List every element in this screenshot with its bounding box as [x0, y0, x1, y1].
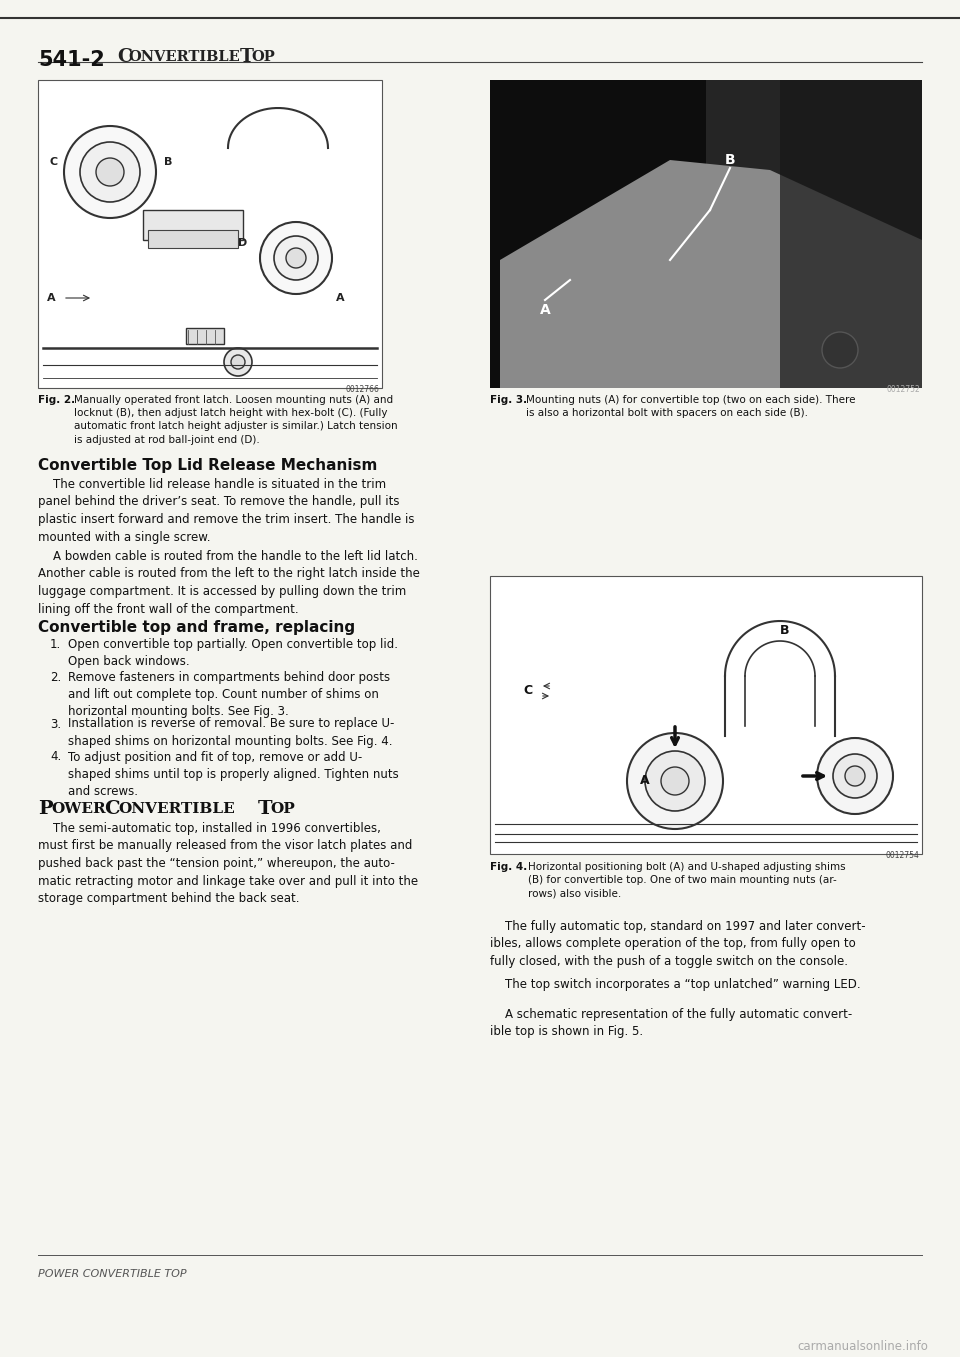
- Text: A bowden cable is routed from the handle to the left lid latch.
Another cable is: A bowden cable is routed from the handle…: [38, 550, 420, 616]
- Text: A: A: [640, 775, 650, 787]
- Text: B: B: [164, 157, 172, 167]
- Bar: [780, 80, 922, 388]
- Circle shape: [80, 142, 140, 202]
- Text: 541-2: 541-2: [38, 50, 105, 71]
- Text: OP: OP: [251, 50, 275, 64]
- Circle shape: [833, 754, 877, 798]
- Polygon shape: [500, 160, 922, 388]
- Text: Horizontal positioning bolt (A) and U-shaped adjusting shims
(B) for convertible: Horizontal positioning bolt (A) and U-sh…: [528, 862, 846, 898]
- Bar: [490, 80, 706, 388]
- Text: carmanualsonline.info: carmanualsonline.info: [797, 1339, 928, 1353]
- Text: OWER: OWER: [51, 802, 106, 816]
- Bar: [143, 210, 243, 240]
- Text: T: T: [258, 801, 273, 818]
- Text: 2.: 2.: [50, 670, 61, 684]
- Text: B: B: [780, 624, 790, 638]
- Text: The semi-automatic top, installed in 1996 convertibles,
must first be manually r: The semi-automatic top, installed in 199…: [38, 822, 419, 905]
- Circle shape: [64, 126, 156, 218]
- Text: Convertible top and frame, replacing: Convertible top and frame, replacing: [38, 620, 355, 635]
- Bar: [706, 80, 922, 388]
- Text: C: C: [117, 47, 132, 66]
- Circle shape: [260, 223, 332, 294]
- Text: ONVERTIBLE: ONVERTIBLE: [128, 50, 240, 64]
- Bar: [148, 229, 238, 248]
- Circle shape: [661, 767, 689, 795]
- Text: Manually operated front latch. Loosen mounting nuts (A) and
locknut (B), then ad: Manually operated front latch. Loosen mo…: [74, 395, 397, 445]
- Circle shape: [231, 356, 245, 369]
- Text: C: C: [523, 684, 533, 697]
- Text: Fig. 3.: Fig. 3.: [490, 395, 527, 404]
- Text: T: T: [240, 47, 254, 66]
- Text: To adjust position and fit of top, remove or add U-
shaped shims until top is pr: To adjust position and fit of top, remov…: [68, 750, 398, 798]
- Text: A: A: [47, 293, 56, 303]
- Circle shape: [274, 236, 318, 280]
- Text: B: B: [725, 153, 735, 167]
- Circle shape: [224, 347, 252, 376]
- Bar: [38, 80, 382, 388]
- Text: 3.: 3.: [50, 718, 61, 730]
- Text: D: D: [238, 237, 248, 248]
- Text: Mounting nuts (A) for convertible top (two on each side). There
is also a horizo: Mounting nuts (A) for convertible top (t…: [526, 395, 855, 418]
- Circle shape: [822, 332, 858, 368]
- Text: 0012766: 0012766: [346, 385, 379, 394]
- Text: 1.: 1.: [50, 638, 61, 651]
- Text: Fig. 4.: Fig. 4.: [490, 862, 527, 873]
- Circle shape: [845, 765, 865, 786]
- Text: POWER CONVERTIBLE TOP: POWER CONVERTIBLE TOP: [38, 1269, 186, 1280]
- Text: The top switch incorporates a “top unlatched” warning LED.: The top switch incorporates a “top unlat…: [490, 978, 860, 991]
- Text: Open convertible top partially. Open convertible top lid.
Open back windows.: Open convertible top partially. Open con…: [68, 638, 398, 668]
- Text: Convertible Top Lid Release Mechanism: Convertible Top Lid Release Mechanism: [38, 459, 377, 474]
- Text: 4.: 4.: [50, 750, 61, 764]
- Text: Installation is reverse of removal. Be sure to replace U-
shaped shims on horizo: Installation is reverse of removal. Be s…: [68, 718, 395, 748]
- Text: A schematic representation of the fully automatic convert-
ible top is shown in : A schematic representation of the fully …: [490, 1008, 852, 1038]
- Text: ONVERTIBLE: ONVERTIBLE: [118, 802, 235, 816]
- Text: P: P: [38, 801, 53, 818]
- Text: C: C: [104, 801, 120, 818]
- Text: OP: OP: [270, 802, 295, 816]
- Bar: [490, 80, 922, 388]
- Text: The convertible lid release handle is situated in the trim
panel behind the driv: The convertible lid release handle is si…: [38, 478, 415, 544]
- Text: A: A: [540, 303, 550, 318]
- Circle shape: [645, 750, 705, 811]
- Circle shape: [96, 157, 124, 186]
- Text: 0012752: 0012752: [886, 385, 920, 394]
- Circle shape: [286, 248, 306, 267]
- Text: The fully automatic top, standard on 1997 and later convert-
ibles, allows compl: The fully automatic top, standard on 199…: [490, 920, 866, 968]
- Bar: [186, 328, 224, 345]
- Text: 0012754: 0012754: [885, 851, 919, 860]
- Circle shape: [627, 733, 723, 829]
- Circle shape: [817, 738, 893, 814]
- Bar: [490, 575, 922, 854]
- Text: Fig. 2.: Fig. 2.: [38, 395, 75, 404]
- Text: Remove fasteners in compartments behind door posts
and lift out complete top. Co: Remove fasteners in compartments behind …: [68, 670, 390, 718]
- Text: A: A: [336, 293, 345, 303]
- Text: C: C: [50, 157, 58, 167]
